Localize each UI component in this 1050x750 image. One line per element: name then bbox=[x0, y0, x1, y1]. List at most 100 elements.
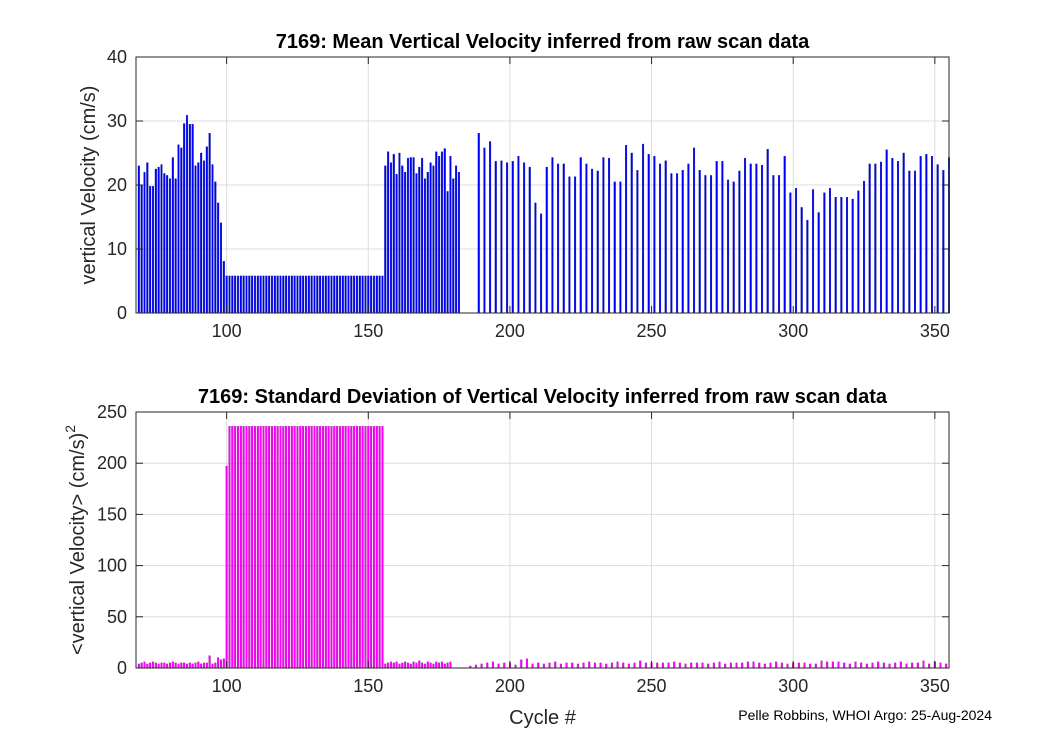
mean-velocity-bar bbox=[727, 179, 730, 314]
mean-velocity-bar bbox=[276, 275, 279, 314]
std-velocity-bar bbox=[140, 662, 143, 669]
std-velocity-bar bbox=[341, 426, 344, 669]
mean-velocity-bar bbox=[500, 160, 503, 314]
mean-velocity-bar bbox=[319, 275, 322, 314]
std-velocity-bar bbox=[525, 658, 528, 669]
mean-velocity-bar bbox=[287, 275, 290, 314]
mean-velocity-bar bbox=[846, 197, 849, 314]
std-velocity-bar bbox=[803, 662, 806, 669]
std-velocity-y-tick-label: 50 bbox=[107, 607, 127, 627]
mean-velocity-bar bbox=[863, 181, 866, 314]
mean-velocity-y-tick-label: 20 bbox=[107, 175, 127, 195]
mean-velocity-bar bbox=[202, 160, 205, 314]
mean-velocity-bar bbox=[228, 275, 231, 314]
mean-velocity-bar bbox=[421, 157, 424, 314]
mean-velocity-bar bbox=[698, 170, 701, 314]
std-velocity-bar bbox=[251, 426, 254, 669]
std-velocity-bar bbox=[429, 662, 432, 669]
std-velocity-bar bbox=[449, 661, 452, 669]
std-velocity-bar bbox=[701, 662, 704, 669]
std-velocity-bar bbox=[571, 662, 574, 669]
std-velocity-bar bbox=[191, 663, 194, 669]
mean-velocity-bar bbox=[925, 154, 928, 314]
mean-velocity-bar bbox=[659, 163, 662, 314]
mean-velocity-bar bbox=[721, 161, 724, 314]
mean-velocity-bar bbox=[676, 173, 679, 314]
mean-velocity-bar bbox=[523, 162, 526, 314]
mean-velocity-bar bbox=[426, 172, 429, 314]
std-velocity-bar bbox=[758, 662, 761, 669]
mean-velocity-bar bbox=[766, 149, 769, 314]
mean-velocity-bar bbox=[562, 163, 565, 314]
mean-velocity-bar bbox=[710, 175, 713, 314]
mean-velocity-bar bbox=[772, 175, 775, 314]
mean-velocity-bar bbox=[602, 157, 605, 314]
mean-velocity-bar bbox=[755, 163, 758, 314]
std-velocity-bar bbox=[205, 662, 208, 669]
std-velocity-bar bbox=[177, 663, 180, 669]
mean-velocity-bar bbox=[234, 275, 237, 314]
std-velocity-bar bbox=[324, 426, 327, 669]
std-velocity-bar bbox=[939, 662, 942, 669]
std-velocity-y-tick-label: 150 bbox=[97, 504, 127, 524]
mean-velocity-bar bbox=[429, 162, 432, 314]
std-velocity-bar bbox=[690, 662, 693, 669]
mean-velocity-bar bbox=[704, 175, 707, 314]
std-velocity-bar bbox=[358, 426, 361, 669]
std-velocity-bar bbox=[922, 660, 925, 669]
std-velocity-y-tick-label: 100 bbox=[97, 556, 127, 576]
std-velocity-bar bbox=[843, 662, 846, 669]
std-velocity-bar bbox=[599, 662, 602, 669]
std-velocity-bar bbox=[268, 426, 271, 669]
std-velocity-bar bbox=[520, 659, 523, 669]
std-velocity-ticks: 100 150 200 250 300 350 0 50 100 150 200 250 bbox=[97, 402, 950, 696]
std-velocity-bar bbox=[398, 663, 401, 669]
mean-velocity-bar bbox=[744, 157, 747, 314]
std-velocity-bar bbox=[426, 661, 429, 669]
std-velocity-bar bbox=[421, 662, 424, 669]
mean-velocity-bar bbox=[619, 181, 622, 314]
std-velocity-bar bbox=[763, 663, 766, 669]
mean-velocity-bar bbox=[670, 173, 673, 314]
std-velocity-bar bbox=[746, 661, 749, 669]
std-velocity-bar bbox=[222, 658, 225, 669]
mean-velocity-bar bbox=[262, 275, 265, 314]
std-velocity-bar bbox=[350, 426, 353, 669]
std-velocity-bar bbox=[225, 466, 228, 669]
mean-velocity-bar bbox=[812, 189, 815, 314]
mean-velocity-bar bbox=[259, 275, 262, 314]
mean-velocity-bar bbox=[338, 275, 341, 314]
std-velocity-y-axis-label: <vertical Velocity> (cm/s)2 bbox=[62, 425, 89, 655]
mean-velocity-x-tick-label: 300 bbox=[778, 321, 808, 341]
mean-velocity-bar bbox=[931, 156, 934, 314]
std-velocity-bar bbox=[888, 663, 891, 669]
mean-velocity-bar bbox=[851, 198, 854, 314]
mean-velocity-grid bbox=[136, 56, 949, 314]
mean-velocity-bar bbox=[378, 275, 381, 314]
mean-velocity-bar bbox=[449, 156, 452, 314]
std-velocity-bar bbox=[197, 661, 200, 669]
std-velocity-bar bbox=[899, 661, 902, 669]
mean-velocity-bar bbox=[316, 275, 319, 314]
std-velocity-bar bbox=[797, 662, 800, 669]
std-velocity-y-tick-label: 200 bbox=[97, 453, 127, 473]
mean-velocity-bar bbox=[885, 149, 888, 314]
mean-velocity-bar bbox=[171, 157, 174, 314]
mean-velocity-bar bbox=[477, 133, 480, 314]
mean-velocity-bar bbox=[168, 178, 171, 314]
std-velocity-bar bbox=[432, 663, 435, 669]
std-velocity-bar bbox=[338, 426, 341, 669]
mean-velocity-bar bbox=[270, 275, 273, 314]
std-velocity-bar bbox=[200, 663, 203, 669]
mean-velocity-bar bbox=[183, 123, 186, 314]
mean-velocity-bar bbox=[494, 161, 497, 314]
mean-velocity-bar bbox=[557, 163, 560, 314]
mean-velocity-bar bbox=[384, 165, 387, 314]
mean-velocity-bar bbox=[789, 192, 792, 314]
mean-velocity-bar bbox=[194, 165, 197, 314]
mean-velocity-bar bbox=[919, 156, 922, 314]
std-velocity-bar bbox=[491, 661, 494, 669]
mean-velocity-bar bbox=[574, 176, 577, 314]
mean-velocity-bar bbox=[163, 173, 166, 314]
mean-velocity-bar bbox=[219, 222, 222, 314]
